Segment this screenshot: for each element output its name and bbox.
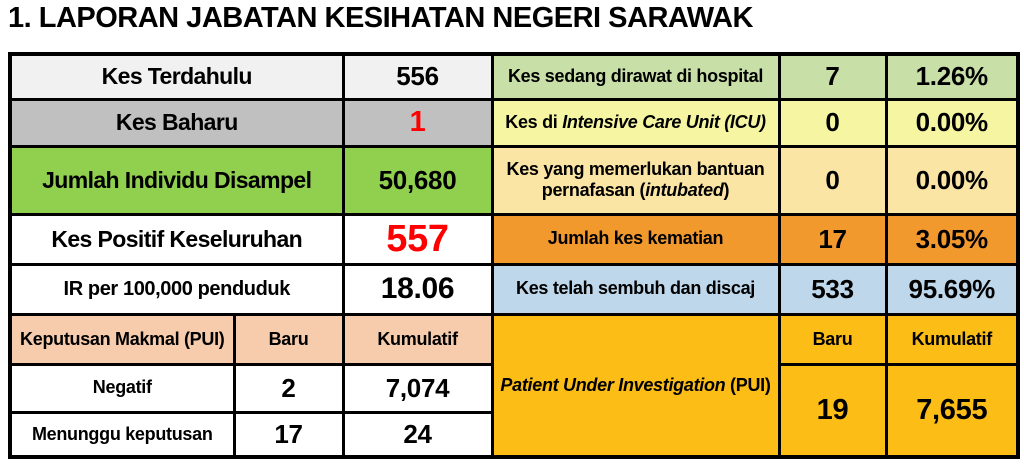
pui-baru-value: 19 [777,362,888,459]
intubated-label-prefix: Kes yang memerlukan bantuan pernafasan ( [506,158,765,200]
intubated-label-suffix: ) [723,180,730,200]
kes-positif-label: Kes Positif Keseluruhan [8,212,345,266]
page-title: 1. LAPORAN JABATAN KESIHATAN NEGERI SARA… [8,2,753,34]
makmal-header-kumulatif: Kumulatif [341,312,494,366]
intubated-pct: 0.00% [884,144,1020,216]
menunggu-baru: 17 [232,410,345,459]
kes-baharu-value: 1 [341,97,494,148]
icu-label-prefix: Kes di [505,111,563,132]
sembuh-pct: 95.69% [884,262,1020,316]
makmal-header-baru: Baru [232,312,345,366]
kematian-value: 17 [777,212,888,266]
icu-value: 0 [777,97,888,148]
negatif-label: Negatif [8,362,236,414]
negatif-kumulatif: 7,074 [341,362,494,414]
intubated-value: 0 [777,144,888,216]
hospital-treated-label: Kes sedang dirawat di hospital [490,52,781,101]
icu-pct: 0.00% [884,97,1020,148]
pui-label-suffix: (PUI) [725,374,771,395]
menunggu-kumulatif: 24 [341,410,494,459]
individu-disampel-value: 50,680 [341,144,494,216]
menunggu-label: Menunggu keputusan [8,410,236,459]
makmal-header-label: Keputusan Makmal (PUI) [8,312,236,366]
icu-label-italic: Intensive Care Unit (ICU) [562,111,766,132]
ir-value: 18.06 [341,262,494,316]
kematian-label: Jumlah kes kematian [490,212,781,266]
pui-header-baru: Baru [777,312,888,366]
hospital-treated-pct: 1.26% [884,52,1020,101]
pui-kumulatif-value: 7,655 [884,362,1020,459]
intubated-label-italic: intubated [645,180,724,200]
kes-baharu-label: Kes Baharu [8,97,345,148]
kematian-pct: 3.05% [884,212,1020,266]
pui-label-italic: Patient Under Investigation [500,374,726,395]
intubated-label: Kes yang memerlukan bantuan pernafasan (… [490,144,781,216]
icu-label: Kes di Intensive Care Unit (ICU) [490,97,781,148]
health-report-table: Kes Terdahulu 556 Kes sedang dirawat di … [8,52,1020,459]
sembuh-label: Kes telah sembuh dan discaj [490,262,781,316]
individu-disampel-label: Jumlah Individu Disampel [8,144,345,216]
negatif-baru: 2 [232,362,345,414]
kes-terdahulu-label: Kes Terdahulu [8,52,345,101]
ir-label: IR per 100,000 penduduk [8,262,345,316]
pui-label: Patient Under Investigation (PUI) [490,312,781,459]
kes-positif-value: 557 [341,212,494,266]
sembuh-value: 533 [777,262,888,316]
pui-header-kumulatif: Kumulatif [884,312,1020,366]
hospital-treated-value: 7 [777,52,888,101]
kes-terdahulu-value: 556 [341,52,494,101]
